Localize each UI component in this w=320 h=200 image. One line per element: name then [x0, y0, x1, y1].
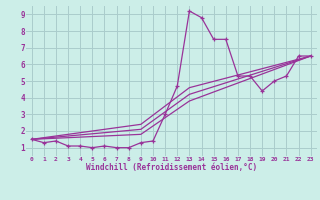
X-axis label: Windchill (Refroidissement éolien,°C): Windchill (Refroidissement éolien,°C) — [86, 163, 257, 172]
